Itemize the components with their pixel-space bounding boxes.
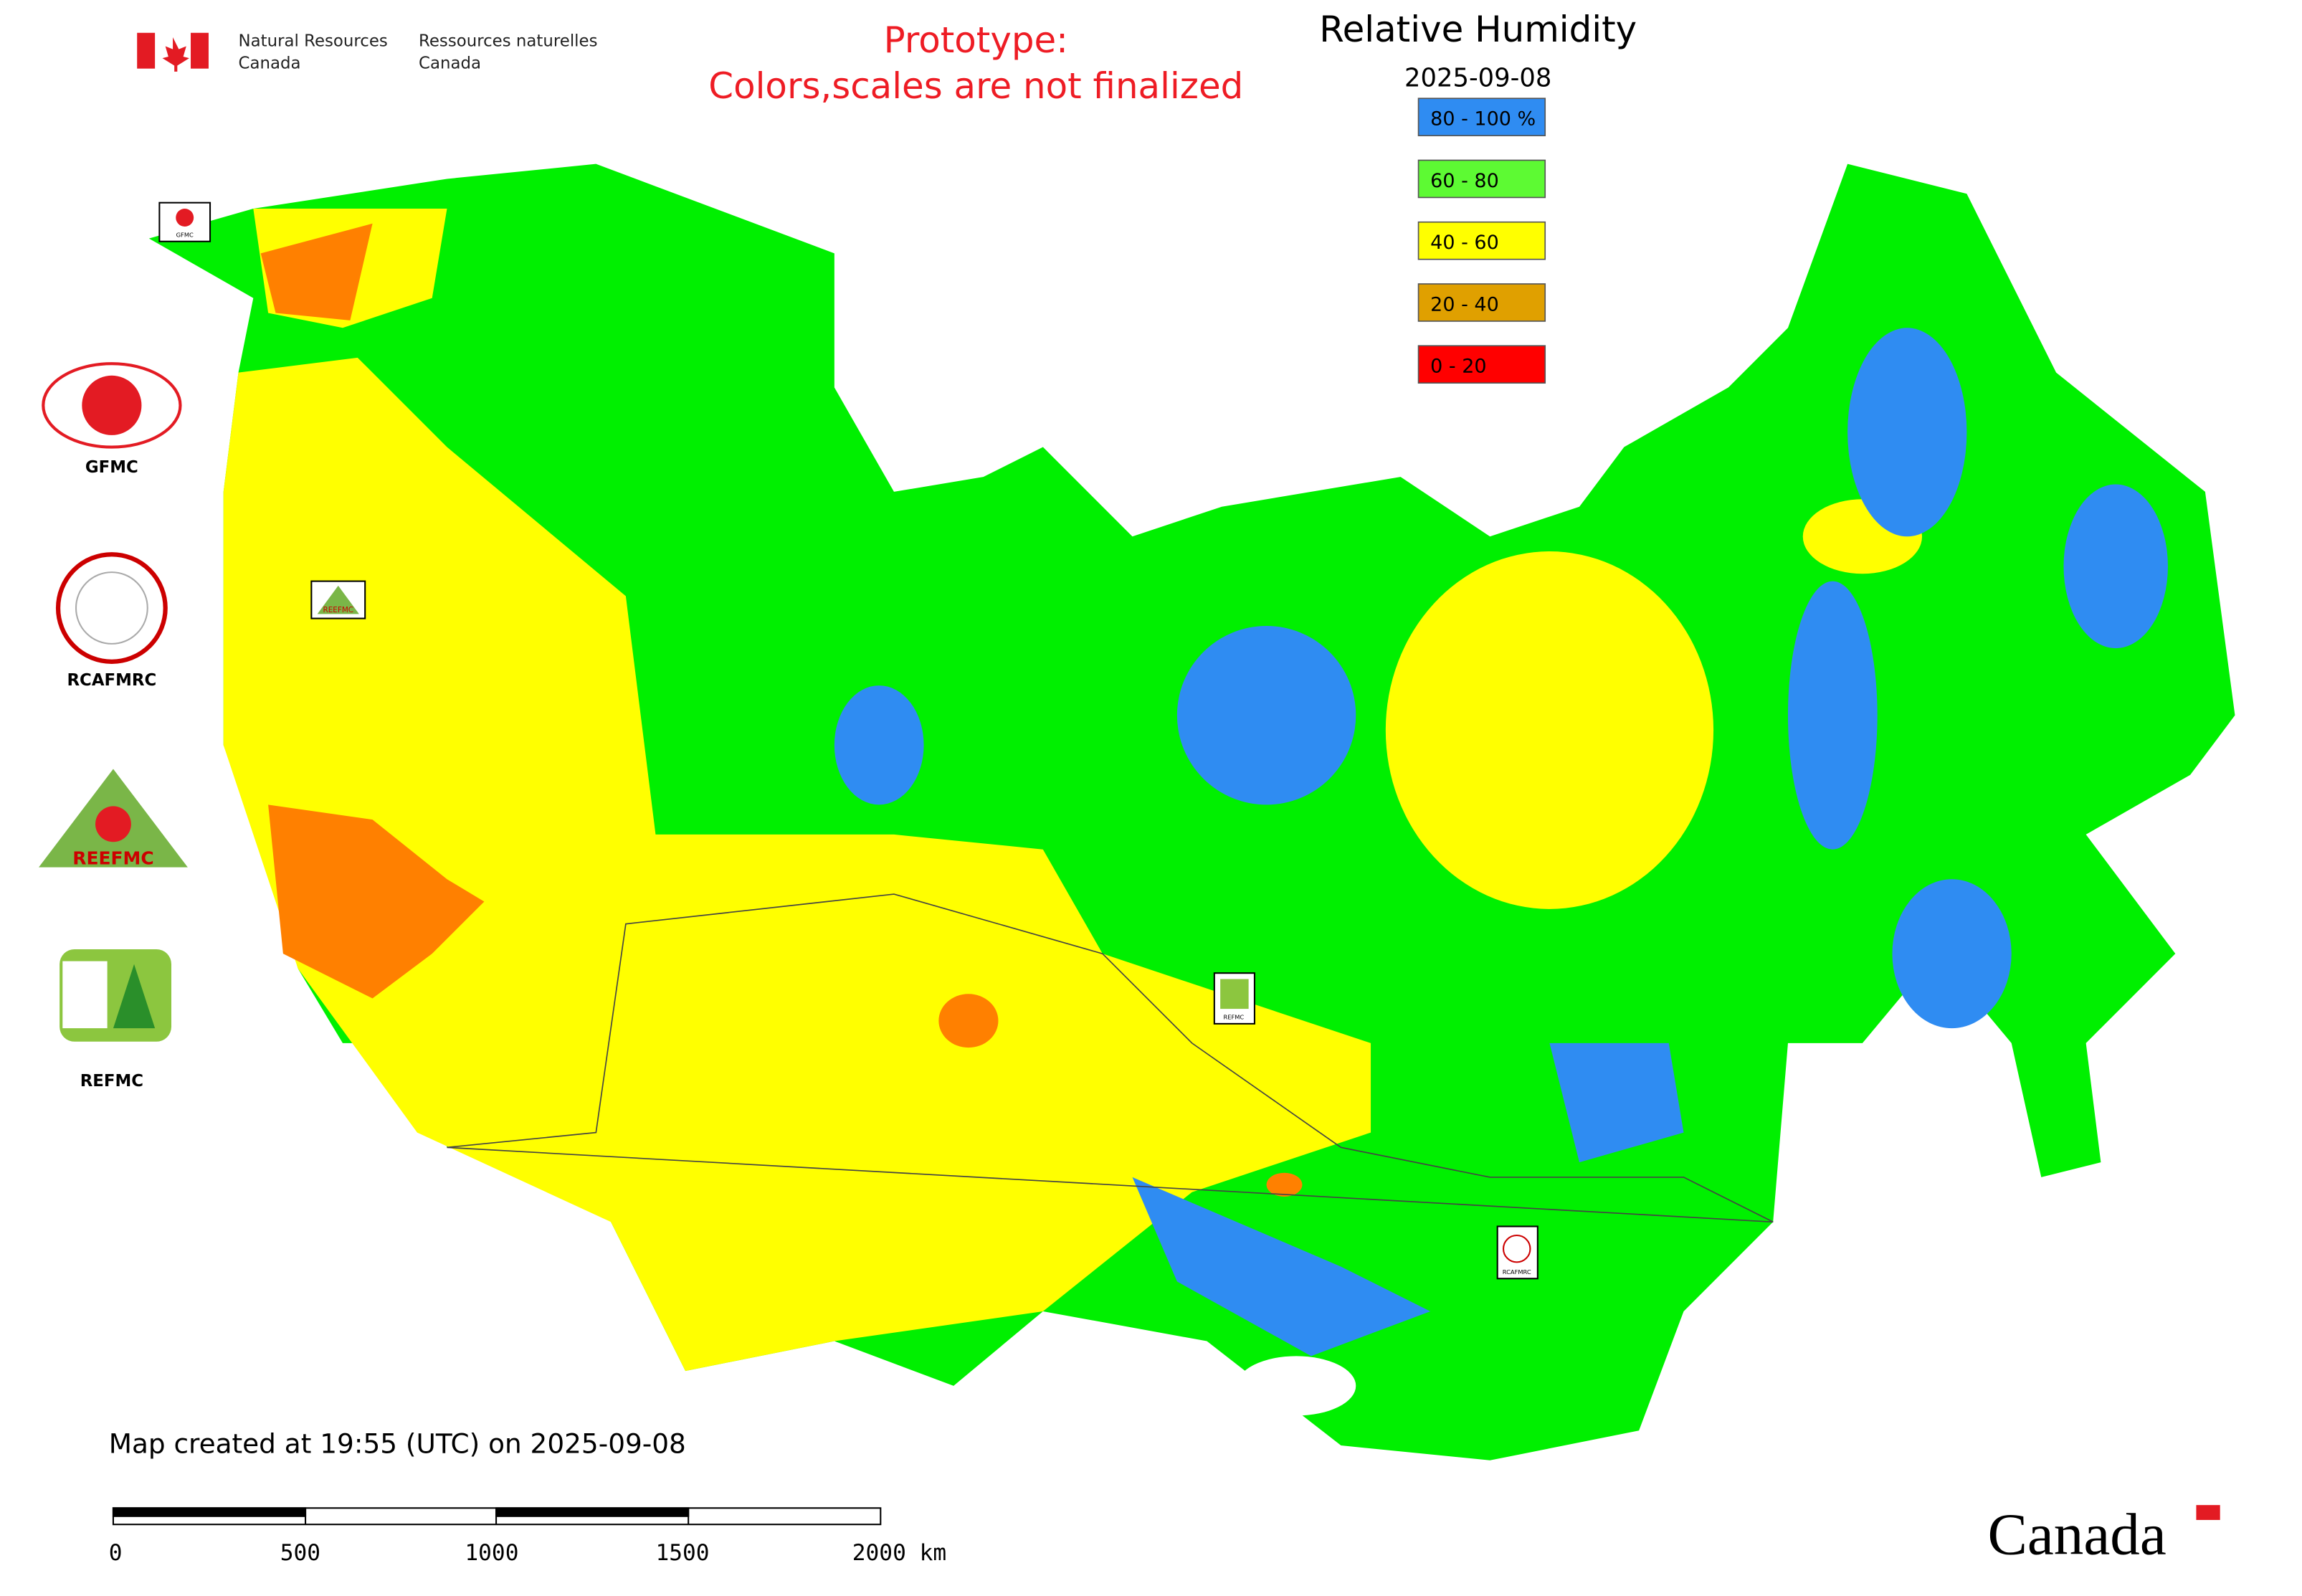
logo-reefmc: REEFMC xyxy=(39,769,188,868)
map-logo: RCAFMRC xyxy=(1496,1225,1538,1280)
logo-rcafmrc: RCAFMRC xyxy=(55,552,168,690)
logo-label: REEFMC xyxy=(72,847,153,868)
scale-label: 1500 xyxy=(655,1540,709,1566)
agency-en: Natural Resources xyxy=(239,32,388,50)
legend-date: 2025-09-08 xyxy=(1404,64,1551,93)
logo-refmc: REFMC xyxy=(60,949,172,1091)
agency-fr: Canada xyxy=(419,54,481,73)
map-logo: REFMC xyxy=(1213,972,1255,1025)
agency-fr: Ressources naturelles xyxy=(419,32,597,50)
agency-en: Canada xyxy=(239,54,301,73)
map-logo-label: RCAFMRC xyxy=(1503,1268,1531,1276)
notice: Prototype: xyxy=(884,19,1068,61)
legend-label: 80 - 100 % xyxy=(1430,108,1536,130)
map-logo-label: REEFMC xyxy=(323,606,353,614)
scale-bar xyxy=(112,1507,882,1526)
legend-swatch xyxy=(1417,283,1546,322)
scale-label: 0 xyxy=(109,1540,123,1566)
legend-label: 60 - 80 xyxy=(1430,170,1499,192)
logo-gfmc: GFMC xyxy=(42,362,182,477)
map-logo-label: GFMC xyxy=(176,232,194,239)
legend-swatch xyxy=(1417,98,1546,137)
legend-swatch xyxy=(1417,159,1546,199)
legend-swatch xyxy=(1417,221,1546,260)
legend-label: 0 - 20 xyxy=(1430,356,1486,378)
flag-bar xyxy=(137,32,156,69)
logo-label: GFMC xyxy=(85,458,138,477)
scale-label: 500 xyxy=(280,1540,320,1566)
wordmark-flag xyxy=(2196,1505,2220,1520)
legend-swatch xyxy=(1417,345,1546,384)
map-logo: REEFMC xyxy=(310,580,366,619)
legend-label: 20 - 40 xyxy=(1430,293,1499,315)
map xyxy=(148,163,2235,1460)
logo-label: RCAFMRC xyxy=(67,671,156,690)
legend: 80 - 100 % 60 - 80 40 - 60 20 - 40 0 - 20 xyxy=(1417,98,1546,384)
wordmark: Canada xyxy=(1987,1501,2166,1567)
map-logo-label: REFMC xyxy=(1223,1014,1244,1021)
map-logo: GFMC xyxy=(158,201,211,242)
flag-bar xyxy=(191,32,209,69)
scale-label: 1000 xyxy=(465,1540,518,1566)
scale-label: 2000 km xyxy=(852,1540,946,1566)
legend-label: 40 - 60 xyxy=(1430,232,1499,254)
notice: Colors,scales are not finalized xyxy=(708,65,1243,107)
created-note: Map created at 19:55 (UTC) on 2025-09-08 xyxy=(109,1428,686,1459)
legend-title: Relative Humidity xyxy=(1319,9,1637,50)
logo-label: REFMC xyxy=(80,1072,143,1091)
flag-leaf xyxy=(162,37,189,72)
